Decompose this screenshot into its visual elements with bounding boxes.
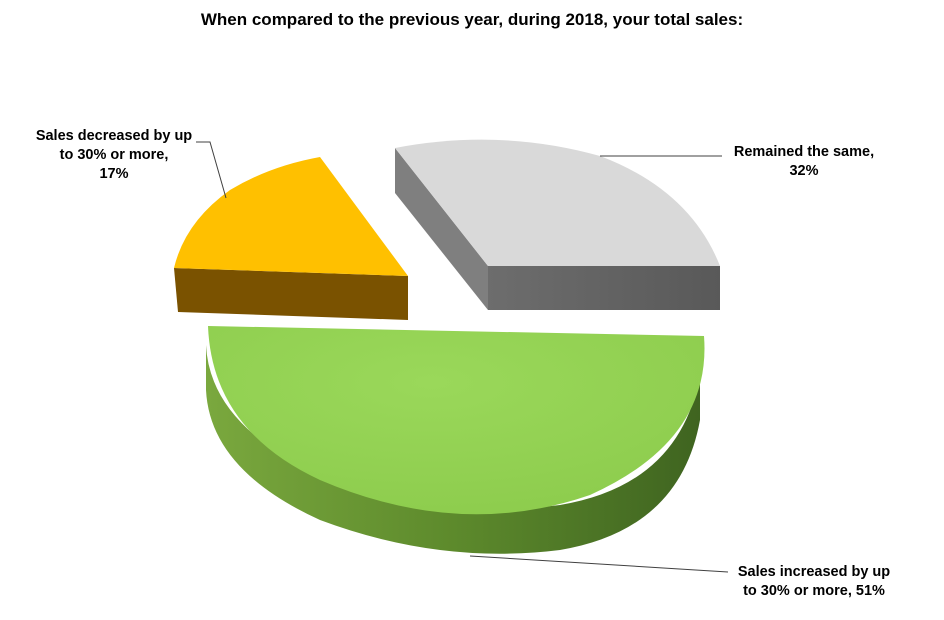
slice-increased-side bbox=[206, 345, 700, 554]
label-increased-line2: to 30% or more, 51% bbox=[743, 583, 885, 599]
label-decreased-line1: Sales decreased by up bbox=[35, 128, 193, 144]
label-increased-line1: Sales increased by up bbox=[737, 564, 891, 580]
slice-remained-same-side-front bbox=[488, 266, 720, 310]
label-increased: Sales increased by up to 30% or more, 51… bbox=[726, 563, 902, 601]
label-decreased-line3: 17% bbox=[99, 166, 129, 182]
leader-line-increased bbox=[469, 555, 729, 573]
label-decreased: Sales decreased by up to 30% or more, 17… bbox=[20, 127, 208, 184]
slice-decreased-top bbox=[174, 157, 408, 276]
slice-decreased bbox=[174, 157, 408, 320]
slice-increased-top bbox=[208, 326, 705, 515]
slice-increased bbox=[206, 326, 705, 554]
label-remained-same: Remained the same, 32% bbox=[724, 143, 884, 181]
slice-remained-same-side-left bbox=[395, 148, 488, 310]
chart-title: When compared to the previous year, duri… bbox=[200, 10, 744, 29]
slice-decreased-side-front bbox=[174, 268, 408, 320]
leader-line-decreased bbox=[196, 141, 227, 199]
slice-remained-same bbox=[395, 139, 720, 310]
slice-remained-same-top bbox=[395, 139, 720, 266]
label-remained-same-line2: 32% bbox=[789, 163, 819, 179]
label-remained-same-line1: Remained the same, bbox=[733, 144, 875, 160]
label-decreased-line2: to 30% or more, bbox=[59, 147, 169, 163]
